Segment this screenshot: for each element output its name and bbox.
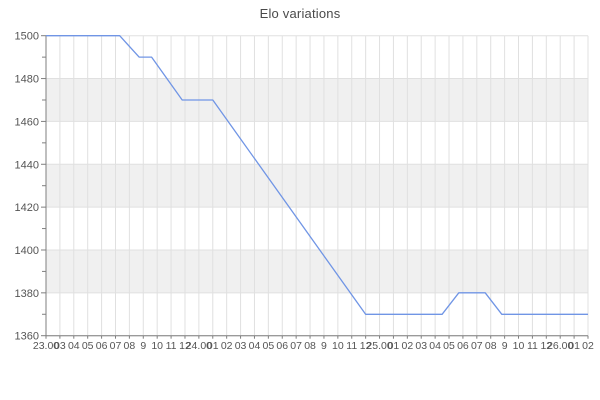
x-tick-label: 9 bbox=[321, 340, 327, 352]
y-tick-label: 1440 bbox=[15, 159, 39, 171]
y-tick-label: 1480 bbox=[15, 74, 39, 86]
x-tick-label: 07 bbox=[471, 340, 483, 352]
x-tick-label: 24.00 bbox=[186, 340, 212, 352]
x-tick-label: 11 bbox=[166, 340, 177, 352]
x-tick-label: 04 bbox=[429, 340, 441, 352]
x-tick-label: 03 bbox=[54, 340, 66, 352]
x-tick-label: 12 bbox=[360, 340, 372, 352]
y-tick-label: 1460 bbox=[15, 116, 39, 128]
x-tick-label: 03 bbox=[235, 340, 247, 352]
x-tick-label: 11 bbox=[527, 340, 538, 352]
x-tick-label: 11 bbox=[346, 340, 357, 352]
x-tick-label: 05 bbox=[82, 340, 94, 352]
x-tick-label: 02 bbox=[582, 340, 594, 352]
x-tick-label: 06 bbox=[457, 340, 469, 352]
x-tick-label: 06 bbox=[276, 340, 288, 352]
x-tick-label: 26.00 bbox=[547, 340, 573, 352]
x-tick-label: 23.00 bbox=[33, 340, 59, 352]
y-tick-label: 1400 bbox=[15, 245, 39, 257]
y-tick-label: 1380 bbox=[15, 288, 39, 300]
y-tick-label: 1420 bbox=[15, 202, 39, 214]
elo-series-line bbox=[46, 35, 588, 315]
x-tick-label: 08 bbox=[485, 340, 497, 352]
x-tick-label: 01 bbox=[568, 340, 580, 352]
background-band bbox=[46, 249, 588, 293]
x-tick-label: 03 bbox=[415, 340, 427, 352]
background-band bbox=[46, 164, 588, 208]
x-tick-label: 04 bbox=[68, 340, 80, 352]
x-tick-label: 04 bbox=[249, 340, 261, 352]
x-tick-label: 06 bbox=[96, 340, 108, 352]
x-tick-label: 25.00 bbox=[366, 340, 392, 352]
y-tick-label: 1360 bbox=[15, 331, 39, 343]
x-tick-label: 10 bbox=[332, 340, 344, 352]
x-tick-label: 07 bbox=[110, 340, 122, 352]
x-tick-label: 9 bbox=[502, 340, 508, 352]
x-tick-label: 02 bbox=[221, 340, 233, 352]
x-tick-label: 02 bbox=[401, 340, 413, 352]
x-tick-label: 10 bbox=[513, 340, 525, 352]
x-tick-label: 12 bbox=[179, 340, 191, 352]
x-tick-label: 05 bbox=[263, 340, 275, 352]
x-tick-label: 9 bbox=[140, 340, 146, 352]
background-band bbox=[46, 78, 588, 122]
x-tick-label: 07 bbox=[290, 340, 302, 352]
x-tick-label: 12 bbox=[540, 340, 552, 352]
x-tick-label: 01 bbox=[388, 340, 400, 352]
x-tick-label: 01 bbox=[207, 340, 219, 352]
x-tick-label: 08 bbox=[304, 340, 316, 352]
x-tick-label: 10 bbox=[151, 340, 163, 352]
x-tick-label: 08 bbox=[124, 340, 136, 352]
y-tick-label: 1500 bbox=[15, 31, 39, 43]
chart-title: Elo variations bbox=[259, 6, 341, 21]
x-tick-label: 05 bbox=[443, 340, 455, 352]
